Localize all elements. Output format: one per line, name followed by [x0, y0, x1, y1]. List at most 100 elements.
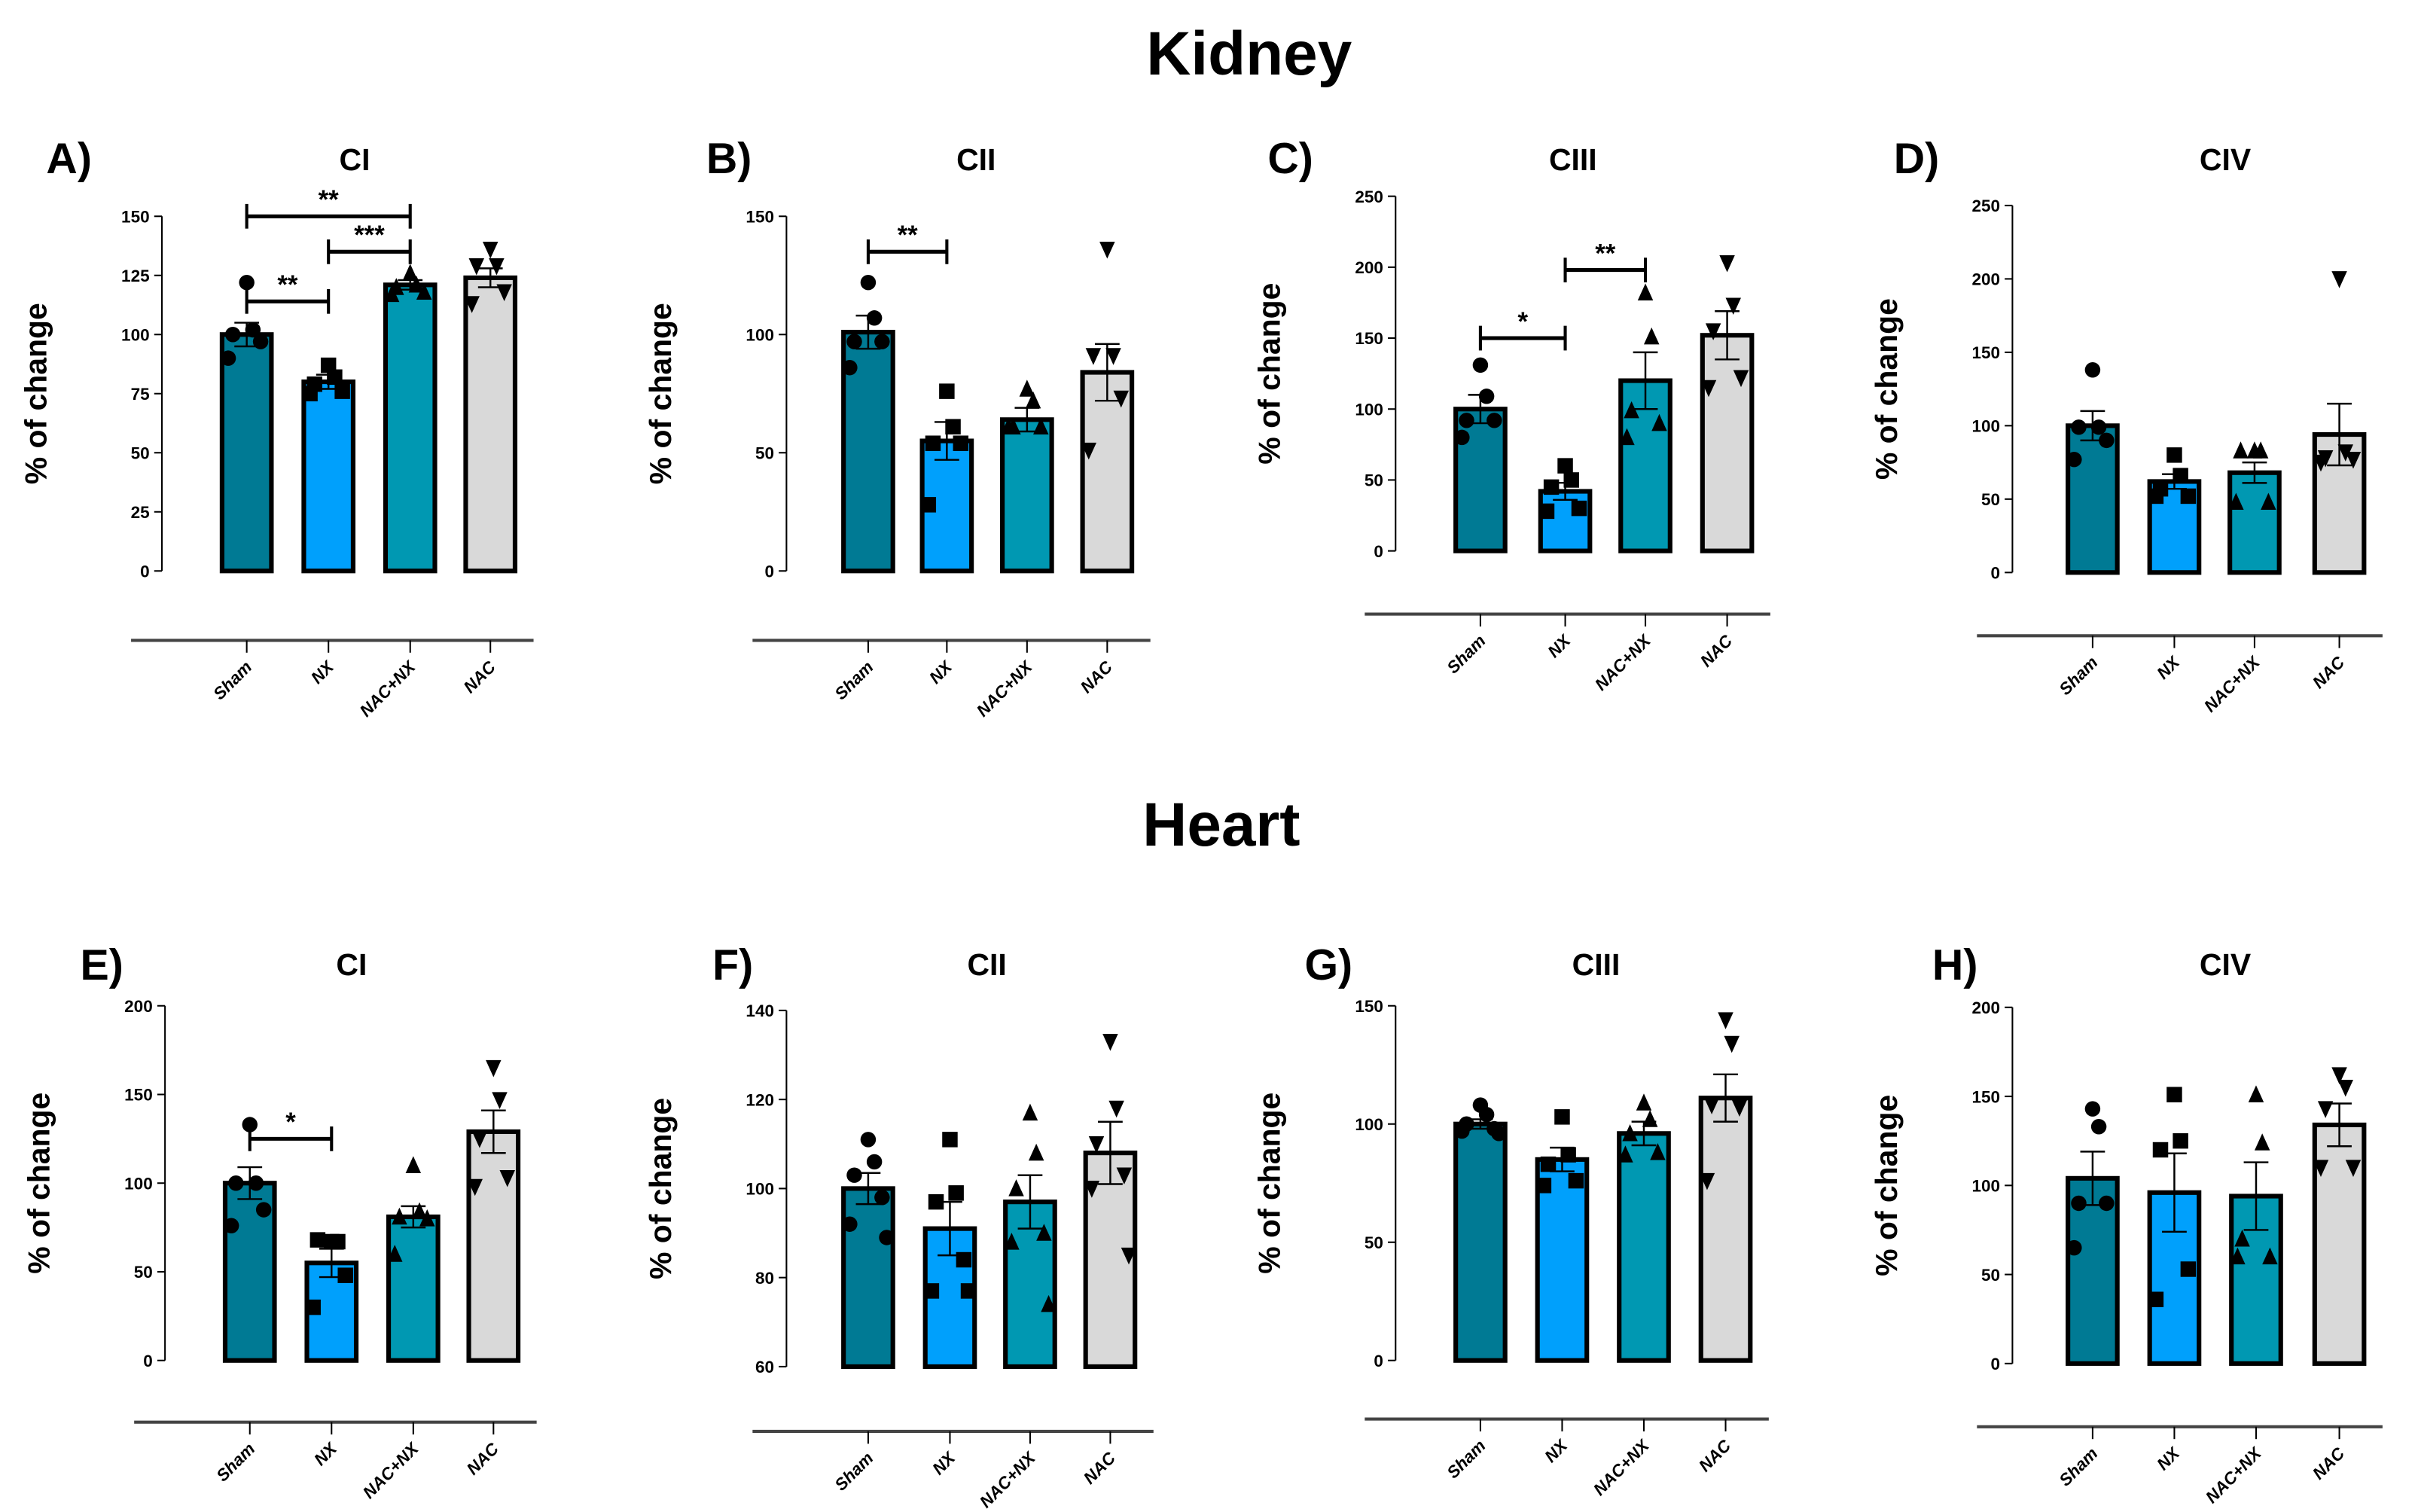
- x-tick-label: NAC: [1080, 1448, 1120, 1488]
- panel-label: G): [1304, 941, 1352, 989]
- y-axis-label: % of change: [1252, 283, 1287, 465]
- y-tick-label: 250: [1971, 197, 2000, 215]
- data-point: [860, 274, 877, 291]
- data-point: [255, 1202, 272, 1218]
- data-point: [1731, 1099, 1748, 1117]
- panel-label: A): [46, 135, 92, 183]
- data-point: [302, 386, 318, 401]
- data-point: [223, 1218, 239, 1234]
- data-point: [1028, 1143, 1044, 1161]
- data-point: [2180, 1261, 2197, 1277]
- data-point: [1036, 1224, 1052, 1241]
- y-tick-label: 100: [746, 1180, 774, 1199]
- bar-sham: [2066, 423, 2120, 575]
- data-point: [467, 1178, 483, 1196]
- data-point: [2152, 1142, 2169, 1158]
- data-point: [224, 327, 241, 343]
- data-point: [1624, 401, 1639, 419]
- data-point: [2166, 1087, 2182, 1102]
- panel-label: B): [706, 135, 752, 183]
- y-tick-label: 0: [764, 562, 774, 581]
- data-point: [471, 1131, 488, 1148]
- x-tick-label: NX: [1541, 1435, 1572, 1466]
- data-point: [1724, 1035, 1740, 1053]
- y-tick-label: 0: [140, 562, 150, 581]
- data-point: [923, 1283, 940, 1299]
- data-point: [242, 1117, 258, 1132]
- panel-label: E): [80, 941, 123, 989]
- data-point: [2345, 451, 2362, 469]
- bar-nac-nx: [386, 1214, 441, 1363]
- data-point: [468, 258, 485, 276]
- x-tick-label: NX: [1544, 630, 1575, 661]
- bar-nac: [1700, 333, 1755, 553]
- panel-f: F) CII % of change 60 80 100 120 140 Sham NX NAC+N…: [643, 941, 1154, 1511]
- data-point: [960, 1283, 977, 1299]
- panel-label: C): [1267, 135, 1313, 183]
- data-point: [1121, 1247, 1137, 1265]
- bar-nx: [301, 379, 356, 574]
- x-tick-label: Sham: [2056, 653, 2102, 699]
- y-tick-label: 100: [124, 1174, 153, 1193]
- data-point: [842, 359, 858, 376]
- data-point: [239, 274, 255, 291]
- data-point: [1491, 1126, 1507, 1142]
- y-axis-label: % of change: [1869, 1095, 1904, 1276]
- data-point: [2228, 492, 2244, 510]
- data-point: [2173, 468, 2188, 483]
- data-point: [1001, 417, 1017, 434]
- x-tick-label: Sham: [831, 657, 877, 703]
- x-tick-label: NX: [925, 657, 956, 687]
- significance-label: **: [898, 221, 919, 250]
- data-point: [1725, 297, 1742, 315]
- y-tick-label: 200: [1971, 998, 2000, 1017]
- data-point: [1571, 500, 1587, 517]
- data-point: [842, 1216, 858, 1232]
- data-point: [1084, 1181, 1100, 1198]
- panel-g: G) CIII % of change 0 50 100 150 Sham NX NAC+NX NA…: [1252, 941, 1769, 1499]
- data-point: [2090, 1119, 2107, 1135]
- data-point: [1719, 255, 1735, 273]
- data-point: [245, 322, 261, 338]
- panel-b: B) CII % of change 0 50 100 150 Sham NX NAC+NX NAC…: [643, 135, 1151, 721]
- data-point: [866, 1154, 883, 1170]
- data-point: [1478, 389, 1495, 404]
- panel-d: D) CIV % of change 0 50 100 150 200 250 Sham NX NAC…: [1869, 135, 2383, 716]
- data-point: [874, 1190, 890, 1206]
- y-tick-label: 150: [121, 207, 150, 226]
- y-tick-label: 50: [1365, 1233, 1383, 1252]
- y-tick-label: 75: [131, 385, 150, 404]
- data-point: [879, 1230, 895, 1245]
- y-tick-label: 100: [121, 325, 150, 344]
- x-tick-label: NX: [928, 1447, 959, 1478]
- data-point: [1557, 458, 1573, 474]
- y-tick-label: 50: [131, 444, 150, 462]
- bar-sham: [841, 1186, 895, 1370]
- y-tick-label: 50: [1981, 1266, 2000, 1285]
- data-point: [1459, 413, 1474, 428]
- data-point: [945, 419, 961, 434]
- data-point: [866, 310, 883, 326]
- bar-nac: [463, 275, 518, 574]
- data-point: [1622, 1124, 1638, 1142]
- significance-label: *: [1517, 307, 1528, 337]
- data-point: [464, 296, 480, 313]
- significance-label: ***: [354, 221, 385, 250]
- data-point: [956, 1251, 972, 1268]
- data-point: [1478, 1106, 1495, 1123]
- data-point: [2173, 1132, 2188, 1149]
- data-point: [327, 369, 343, 386]
- data-point: [2230, 1247, 2246, 1265]
- data-point: [874, 334, 890, 349]
- data-point: [2317, 1101, 2334, 1118]
- panel-title: CIII: [1549, 142, 1597, 177]
- data-point: [925, 435, 941, 451]
- panel-title: CI: [340, 142, 370, 177]
- data-point: [928, 1193, 944, 1210]
- panel-title: CII: [956, 142, 996, 177]
- panel-label: D): [1894, 135, 1940, 183]
- data-point: [1651, 413, 1667, 431]
- y-tick-label: 0: [143, 1352, 153, 1370]
- y-tick-label: 150: [1971, 1087, 2000, 1106]
- y-tick-label: 100: [1971, 1177, 2000, 1196]
